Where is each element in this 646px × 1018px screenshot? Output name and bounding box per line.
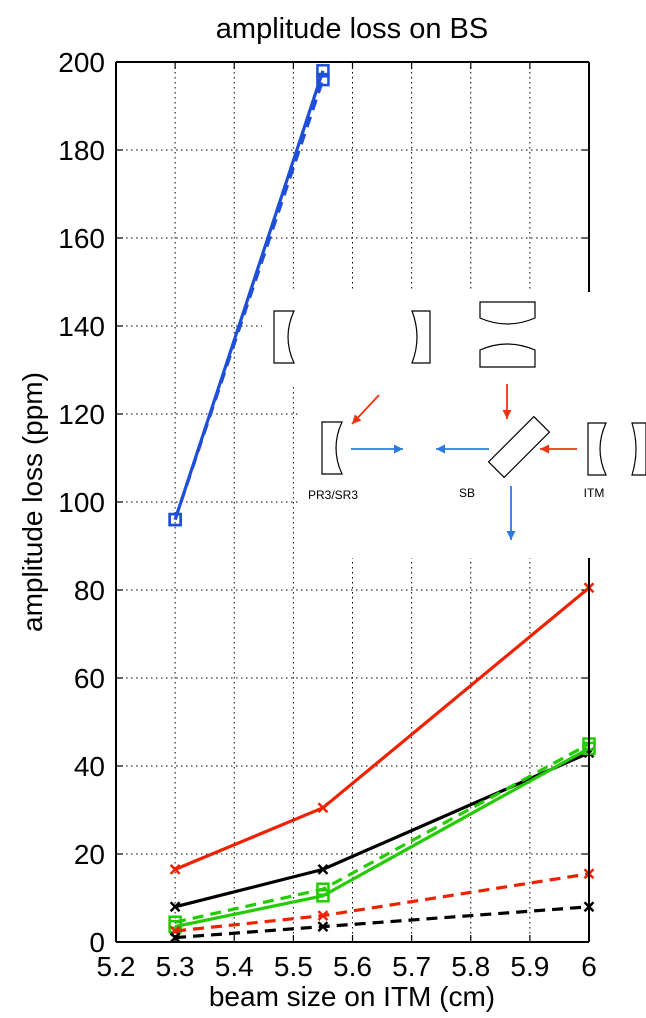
mirror-sb-top-icon bbox=[479, 301, 536, 325]
label-sb: SB bbox=[459, 486, 475, 500]
y-axis-label: amplitude loss (ppm) bbox=[17, 372, 48, 632]
series-line-7 bbox=[175, 905, 590, 940]
x-marker bbox=[317, 864, 329, 875]
square-marker bbox=[316, 64, 330, 78]
arrow-red-diagonal-head bbox=[352, 414, 362, 424]
x-marker bbox=[317, 802, 329, 814]
x-tick-label: 5.8 bbox=[451, 951, 490, 982]
y-tick-label: 80 bbox=[74, 575, 105, 606]
mirror-pr3-lower-icon bbox=[321, 421, 343, 475]
series-line-3 bbox=[174, 751, 590, 909]
inset-diagram bbox=[273, 301, 646, 479]
x-tick-label: 5.6 bbox=[333, 951, 372, 982]
label-pr3-sr3: PR3/SR3 bbox=[308, 488, 358, 502]
series-line-2 bbox=[174, 586, 591, 871]
y-tick-label: 160 bbox=[58, 223, 105, 254]
x-marker bbox=[317, 910, 329, 921]
x-tick-labels: 5.2 5.3 5.4 5.5 5.6 5.7 5.8 5.9 6 bbox=[97, 951, 597, 982]
x-tick-label: 5.5 bbox=[274, 951, 313, 982]
square-marker bbox=[168, 512, 182, 527]
series-line-1 bbox=[173, 79, 325, 521]
chart-title: amplitude loss on BS bbox=[216, 13, 488, 45]
x-marker bbox=[169, 901, 181, 913]
square-marker bbox=[168, 915, 182, 929]
arrow-blue-down-head bbox=[506, 531, 516, 540]
y-tick-label: 0 bbox=[89, 927, 105, 958]
arrow-blue-right-head bbox=[394, 444, 403, 454]
inset-arrows bbox=[351, 384, 577, 540]
y-tick-label: 40 bbox=[74, 751, 105, 782]
arrow-red-left-head bbox=[540, 444, 549, 454]
y-tick-label: 200 bbox=[58, 47, 105, 78]
y-tick-label: 140 bbox=[58, 311, 105, 342]
x-tick-label: 6 bbox=[581, 951, 597, 982]
x-tick-label: 5.9 bbox=[510, 951, 549, 982]
inset-mask-bottom bbox=[300, 384, 646, 558]
square-marker bbox=[316, 72, 330, 87]
y-tick-label: 120 bbox=[58, 399, 105, 430]
x-tick-label: 5.4 bbox=[215, 951, 254, 982]
beam-splitter-icon bbox=[487, 415, 551, 479]
x-tick-label: 5.3 bbox=[156, 951, 195, 982]
mirror-sb-bottom-icon bbox=[479, 343, 536, 368]
x-marker bbox=[317, 921, 329, 932]
y-tick-label: 60 bbox=[74, 663, 105, 694]
y-tick-labels: 0 20 40 60 80 100 120 140 160 180 200 bbox=[58, 47, 105, 958]
arrow-blue-left-head bbox=[436, 444, 445, 454]
axes-frame bbox=[115, 61, 590, 943]
series-line-5 bbox=[174, 742, 590, 924]
y-tick-label: 100 bbox=[58, 487, 105, 518]
x-tick-label: 5.2 bbox=[97, 951, 136, 982]
series-line-4 bbox=[174, 747, 590, 929]
square-marker bbox=[316, 882, 330, 896]
mirror-pr3-top-right-icon bbox=[411, 310, 431, 364]
mirror-itm-left-icon bbox=[587, 422, 607, 476]
arrow-red-down-head bbox=[502, 410, 512, 419]
label-itm: ITM bbox=[584, 486, 605, 500]
x-axis-label: beam size on ITM (cm) bbox=[209, 981, 495, 1012]
x-marker bbox=[169, 932, 181, 943]
data-series bbox=[168, 64, 596, 943]
x-tick-label: 5.7 bbox=[392, 951, 431, 982]
y-tick-label: 20 bbox=[74, 839, 105, 870]
mirror-pr3-top-left-icon bbox=[273, 310, 295, 364]
x-marker bbox=[169, 864, 181, 875]
mirror-itm-right-icon bbox=[631, 422, 646, 476]
y-tick-label: 180 bbox=[58, 135, 105, 166]
